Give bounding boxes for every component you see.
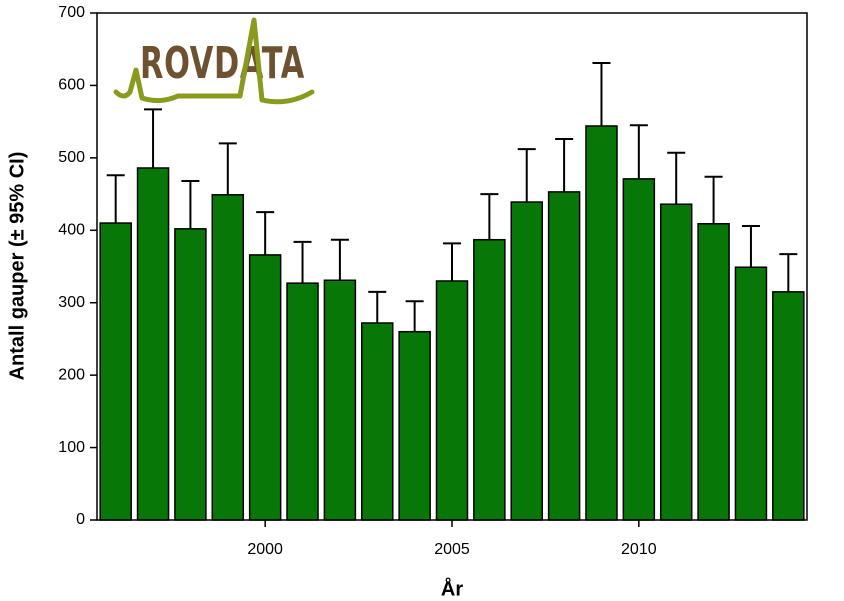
bar bbox=[248, 254, 282, 521]
bar bbox=[361, 322, 394, 521]
bar bbox=[734, 266, 768, 521]
bar bbox=[772, 291, 805, 521]
bar bbox=[659, 203, 693, 521]
bar bbox=[323, 279, 357, 521]
y-tick-label: 0 bbox=[76, 511, 85, 528]
bar bbox=[211, 194, 245, 521]
y-tick-label: 400 bbox=[58, 222, 85, 239]
bar bbox=[435, 280, 469, 521]
bar bbox=[174, 228, 207, 521]
x-axis-title: År bbox=[441, 576, 463, 600]
y-tick-label: 700 bbox=[58, 4, 85, 21]
x-tick-label: 2010 bbox=[621, 541, 657, 558]
y-tick-label: 300 bbox=[58, 294, 85, 311]
y-axis-title: Antall gauper (± 95% CI) bbox=[6, 152, 28, 381]
bar bbox=[99, 222, 132, 521]
bar bbox=[136, 167, 170, 521]
bar bbox=[398, 330, 431, 521]
logo: ROVDATA bbox=[113, 17, 315, 105]
logo-text: ROVDATA bbox=[140, 38, 305, 89]
y-tick-label: 200 bbox=[58, 366, 85, 383]
bar bbox=[510, 201, 543, 521]
bar bbox=[547, 191, 581, 521]
bar bbox=[286, 282, 319, 521]
y-tick-label: 500 bbox=[58, 149, 85, 166]
x-tick-label: 2005 bbox=[434, 541, 470, 558]
bar bbox=[585, 125, 618, 521]
y-tick-label: 600 bbox=[58, 77, 85, 94]
logo-line bbox=[113, 17, 315, 105]
bar bbox=[697, 223, 730, 521]
y-tick-label: 100 bbox=[58, 439, 85, 456]
bar bbox=[622, 178, 656, 521]
bar bbox=[473, 238, 506, 521]
x-tick-label: 2000 bbox=[247, 541, 283, 558]
